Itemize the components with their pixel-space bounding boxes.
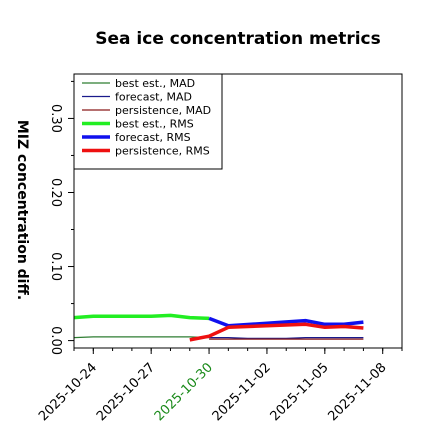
plot-frame xyxy=(73,73,403,349)
series-line-1 xyxy=(209,336,364,340)
legend-label-2: persistence, MAD xyxy=(115,104,211,117)
series-line-4 xyxy=(208,316,364,328)
legend-label-5: persistence, RMS xyxy=(115,145,210,158)
chart-title: Sea ice concentration metrics xyxy=(95,29,381,49)
series-line-5 xyxy=(189,322,364,342)
legend-label-0: best est., MAD xyxy=(115,77,195,90)
y-axis-label: MIZ concentration diff. xyxy=(14,120,30,300)
y-tick-label: 0.30 xyxy=(48,104,63,133)
legend-label-3: best est., RMS xyxy=(115,118,194,131)
series-line-3 xyxy=(73,313,210,321)
legend-frame xyxy=(73,73,223,170)
y-tick-label: 0.10 xyxy=(48,252,63,281)
y-tick-label: 0.20 xyxy=(48,178,63,207)
series-line-0 xyxy=(73,336,210,339)
legend-label-1: forecast, MAD xyxy=(115,91,192,104)
y-tick-label: 0.00 xyxy=(48,326,63,355)
legend-label-4: forecast, RMS xyxy=(115,131,191,144)
